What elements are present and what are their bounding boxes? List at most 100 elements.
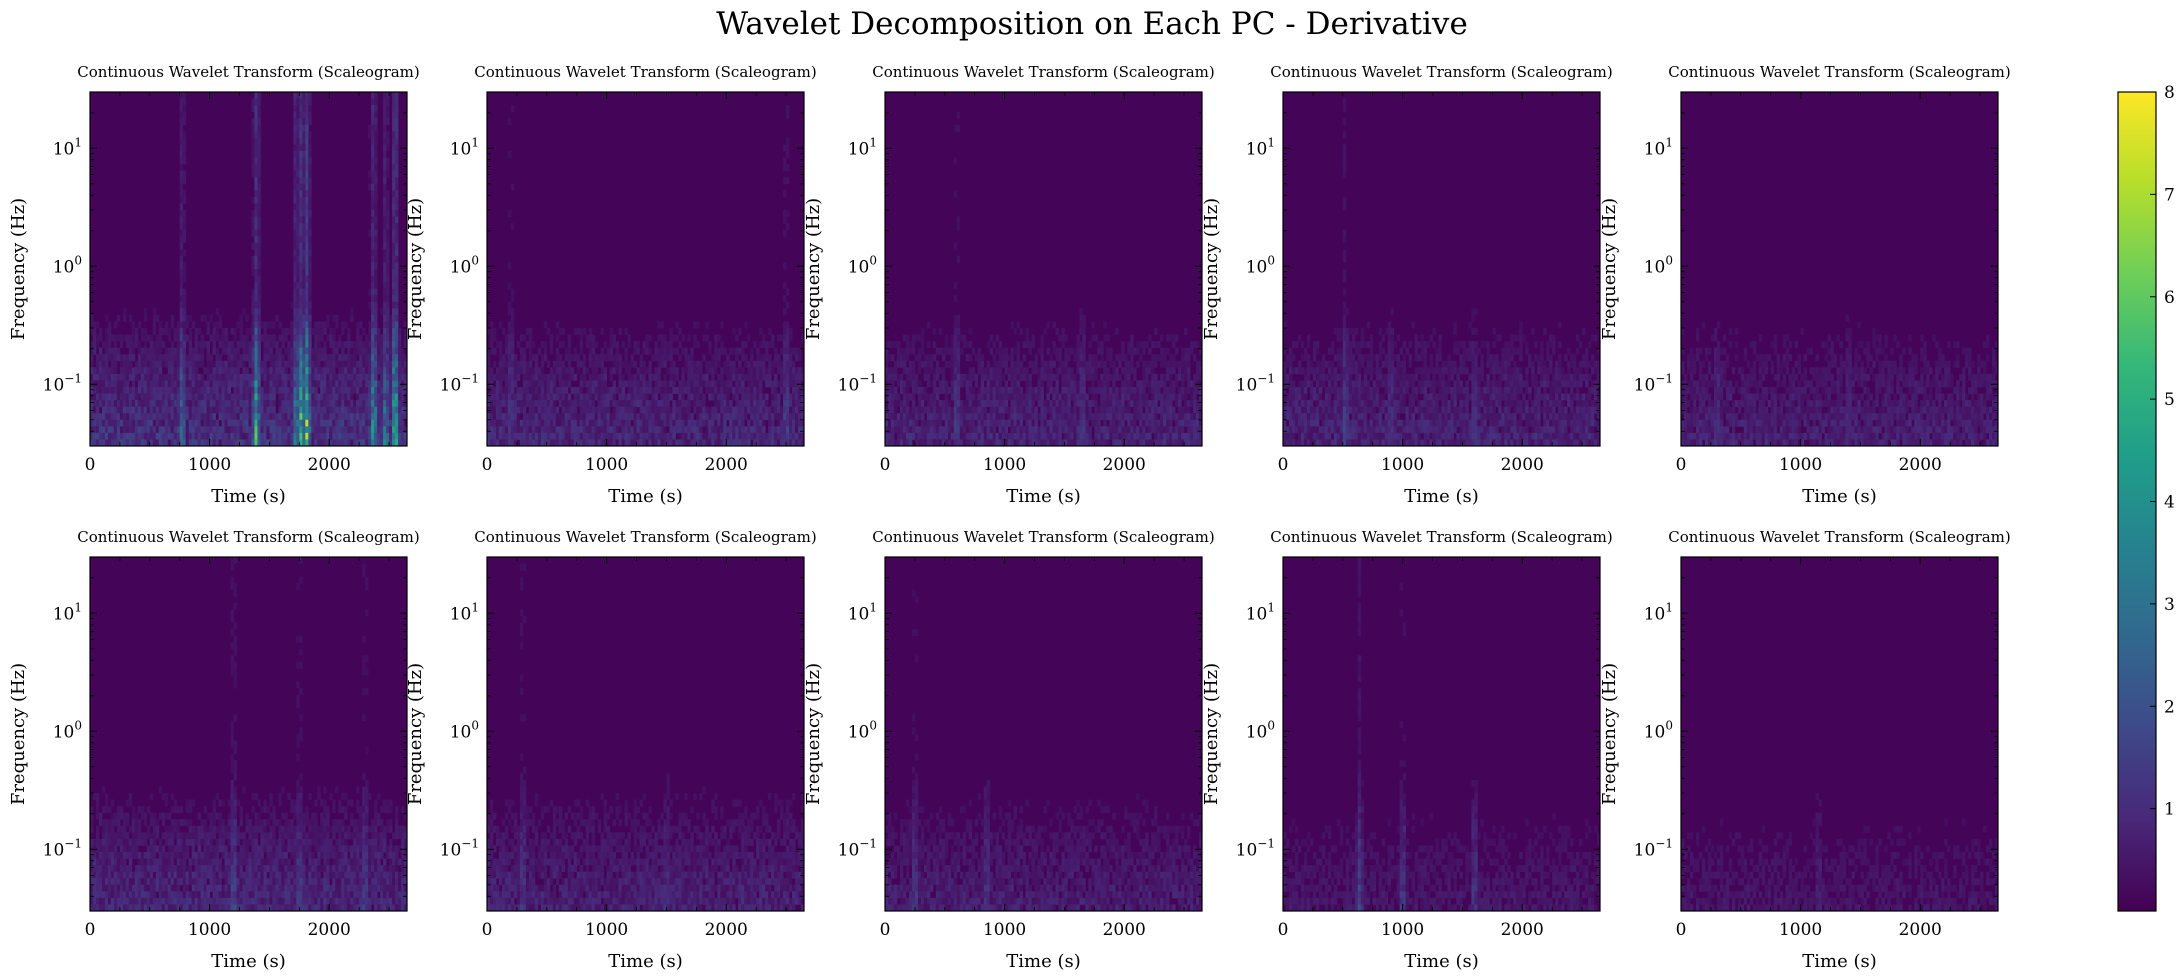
heatmap-cell	[498, 347, 503, 355]
heatmap-cell	[320, 439, 324, 447]
heatmap-cell	[278, 360, 282, 368]
heatmap-cell	[1184, 347, 1188, 355]
heatmap-cell	[392, 255, 396, 263]
heatmap-cell	[140, 347, 145, 355]
heatmap-cell	[401, 413, 405, 421]
heatmap-cell	[552, 400, 557, 408]
heatmap-cell	[783, 341, 787, 349]
heatmap-cell	[254, 288, 258, 296]
heatmap-cell	[299, 426, 303, 434]
heatmap-cell	[965, 341, 970, 349]
heatmap-cell	[179, 137, 184, 145]
heatmap-cell	[714, 341, 718, 349]
heatmap-cell	[492, 360, 497, 368]
heatmap-cell	[176, 400, 181, 408]
heatmap-cell	[540, 367, 545, 375]
heatmap-cell	[371, 393, 375, 401]
heatmap-cell	[326, 419, 330, 427]
heatmap-cell	[167, 432, 172, 440]
heatmap-cell	[254, 341, 258, 349]
heatmap-cell	[155, 413, 160, 421]
heatmap-cell	[570, 419, 575, 427]
heatmap-cell	[368, 360, 372, 368]
heatmap-cell	[296, 242, 300, 250]
heatmap-cell	[759, 341, 763, 349]
heatmap-cell	[920, 328, 925, 335]
heatmap-cell	[182, 111, 187, 119]
heatmap-cell	[579, 347, 584, 355]
heatmap-cell	[272, 367, 276, 375]
heatmap-cell	[938, 328, 943, 335]
heatmap-cell	[1181, 354, 1185, 362]
heatmap-cell	[362, 413, 366, 421]
heatmap-cell	[290, 380, 294, 388]
heatmap-cell	[711, 387, 715, 394]
heatmap-cell	[140, 367, 145, 375]
heatmap-cell	[389, 439, 393, 447]
heatmap-cell	[555, 406, 560, 414]
heatmap-cell	[786, 111, 790, 119]
heatmap-cell	[212, 321, 216, 329]
heatmap-cell	[690, 432, 694, 440]
heatmap-cell	[191, 367, 196, 375]
heatmap-cell	[537, 406, 542, 414]
heatmap-cell	[395, 249, 399, 257]
heatmap-cell	[128, 419, 133, 427]
heatmap-cell	[696, 426, 700, 434]
heatmap-cell	[1175, 347, 1179, 355]
heatmap-cell	[398, 373, 402, 381]
heatmap-cell	[672, 380, 676, 388]
heatmap-cell	[158, 393, 163, 401]
heatmap-cell	[570, 439, 575, 447]
heatmap-cell	[603, 341, 608, 349]
heatmap-cell	[756, 419, 760, 427]
heatmap-cell	[377, 432, 381, 440]
heatmap-cell	[959, 380, 964, 388]
heatmap-cell	[224, 419, 228, 427]
heatmap-cell	[492, 413, 497, 421]
heatmap-cell	[1172, 380, 1176, 388]
heatmap-cell	[1094, 367, 1098, 375]
heatmap-cell	[1079, 393, 1083, 401]
heatmap-cell	[305, 269, 309, 276]
heatmap-cell	[323, 321, 327, 329]
heatmap-cell	[1184, 373, 1188, 381]
heatmap-cell	[1010, 400, 1014, 408]
heatmap-cell	[398, 367, 402, 375]
heatmap-cell	[684, 400, 688, 408]
heatmap-cell	[308, 419, 312, 427]
heatmap-cell	[597, 400, 602, 408]
heatmap-cell	[338, 387, 342, 394]
heatmap-cell	[233, 419, 237, 427]
heatmap-cell	[203, 406, 208, 414]
heatmap-cell	[347, 426, 351, 434]
heatmap-cell	[953, 367, 958, 375]
heatmap-cell	[344, 406, 348, 414]
heatmap-cell	[735, 432, 739, 440]
heatmap-cell	[323, 439, 327, 447]
heatmap-cell	[585, 406, 590, 414]
heatmap-cell	[383, 98, 387, 106]
heatmap-cell	[1178, 367, 1182, 375]
heatmap-cell	[711, 393, 715, 401]
heatmap-cell	[185, 367, 190, 375]
heatmap-cell	[401, 406, 405, 414]
heatmap-cell	[116, 413, 121, 421]
heatmap-cell	[227, 393, 231, 401]
heatmap-cell	[356, 432, 360, 440]
heatmap-cell	[296, 131, 300, 139]
heatmap-cell	[594, 432, 599, 440]
heatmap-cell	[666, 387, 670, 394]
heatmap-cell	[218, 393, 222, 401]
heatmap-cell	[395, 92, 399, 99]
subplot-2: Continuous Wavelet Transform (Scaleogram…	[405, 63, 817, 507]
heatmap-cell	[317, 380, 321, 388]
heatmap-cell	[296, 137, 300, 145]
heatmap-cell	[326, 314, 330, 322]
heatmap-cell	[377, 419, 381, 427]
heatmap-cell	[332, 367, 336, 375]
heatmap-cell	[567, 439, 572, 447]
heatmap-cell	[380, 387, 384, 394]
heatmap-cell	[344, 321, 348, 329]
heatmap-cell	[522, 432, 527, 440]
